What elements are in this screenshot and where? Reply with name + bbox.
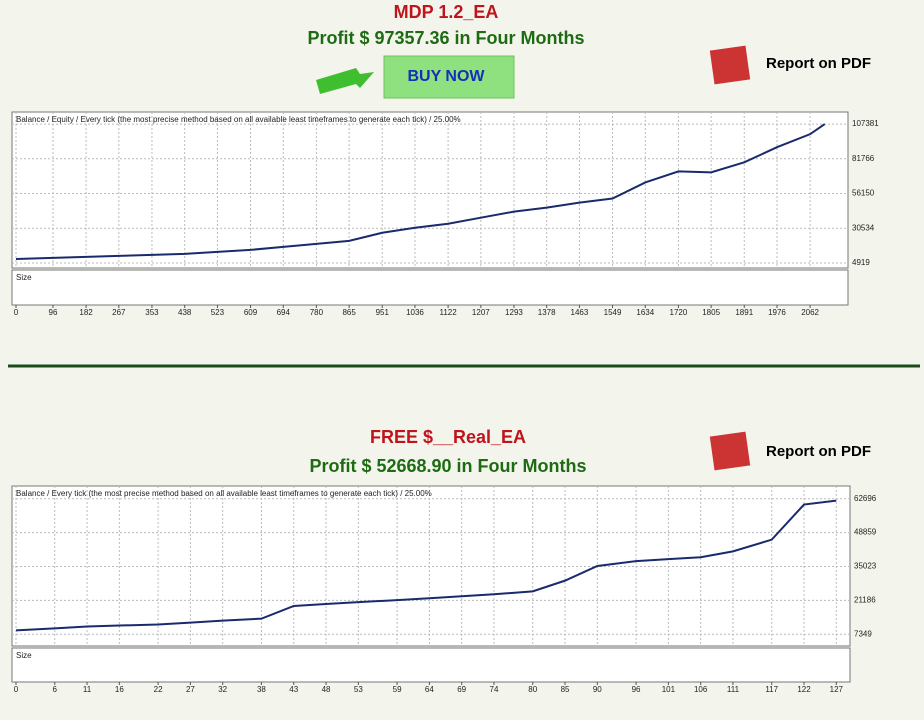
x-tick-label: 523 xyxy=(211,308,225,317)
top-profit: Profit $ 97357.36 in Four Months xyxy=(307,28,584,48)
x-tick-label: 0 xyxy=(14,308,19,317)
x-tick-label: 438 xyxy=(178,308,192,317)
x-tick-label: 27 xyxy=(186,685,195,694)
x-tick-label: 85 xyxy=(561,685,570,694)
y-tick-label: 48859 xyxy=(854,528,877,537)
x-tick-label: 1805 xyxy=(702,308,720,317)
x-tick-label: 53 xyxy=(354,685,363,694)
x-tick-label: 865 xyxy=(342,308,356,317)
y-tick-label: 35023 xyxy=(854,562,877,571)
x-tick-label: 11 xyxy=(83,685,92,694)
size-label: Size xyxy=(16,273,32,282)
pdf-icon[interactable] xyxy=(709,45,751,85)
x-tick-label: 0 xyxy=(14,685,19,694)
x-tick-label: 69 xyxy=(457,685,466,694)
x-tick-label: 1634 xyxy=(636,308,654,317)
x-tick-label: 267 xyxy=(112,308,126,317)
profit-arrow xyxy=(316,68,374,94)
y-tick-label: 21186 xyxy=(854,595,876,604)
balance-line xyxy=(15,123,826,260)
pdf-link[interactable]: Report on PDF xyxy=(766,443,871,460)
x-tick-label: 694 xyxy=(277,308,291,317)
x-tick-label: 6 xyxy=(53,685,58,694)
x-tick-label: 1293 xyxy=(505,308,523,317)
x-tick-label: 22 xyxy=(154,685,163,694)
size-panel xyxy=(11,647,851,683)
buy-button-bg[interactable] xyxy=(383,55,515,99)
x-tick-label: 59 xyxy=(393,685,402,694)
x-tick-label: 32 xyxy=(218,685,227,694)
x-tick-label: 96 xyxy=(49,308,58,317)
bottom-profit: Profit $ 52668.90 in Four Months xyxy=(309,456,586,476)
x-tick-label: 2062 xyxy=(801,308,819,317)
y-tick-label: 30534 xyxy=(852,223,875,232)
x-tick-label: 182 xyxy=(79,308,93,317)
x-tick-label: 127 xyxy=(830,685,844,694)
x-tick-label: 353 xyxy=(145,308,159,317)
x-tick-label: 1549 xyxy=(604,308,622,317)
x-tick-label: 1891 xyxy=(735,308,753,317)
x-tick-label: 1207 xyxy=(472,308,490,317)
y-tick-label: 7349 xyxy=(854,629,872,638)
x-tick-label: 951 xyxy=(376,308,390,317)
chart-subtitle: Balance / Equity / Every tick (the most … xyxy=(16,115,461,124)
balance-line xyxy=(15,499,837,632)
x-tick-label: 1122 xyxy=(439,308,457,317)
buy-button-label[interactable]: BUY NOW xyxy=(407,68,485,85)
x-tick-label: 101 xyxy=(662,685,676,694)
bottom-title: FREE $__Real_EA xyxy=(370,427,526,447)
buy-button[interactable]: BUY NOW xyxy=(383,55,515,99)
top-title: MDP 1.2_EA xyxy=(394,2,499,22)
x-tick-label: 43 xyxy=(289,685,298,694)
x-tick-label: 609 xyxy=(244,308,258,317)
chart-subtitle: Balance / Every tick (the most precise m… xyxy=(16,489,432,498)
x-tick-label: 80 xyxy=(528,685,537,694)
pdf-link[interactable]: Report on PDF xyxy=(766,55,871,72)
x-tick-label: 1463 xyxy=(571,308,589,317)
y-tick-label: 56150 xyxy=(852,189,875,198)
plot-area xyxy=(11,111,849,269)
x-tick-label: 106 xyxy=(694,685,708,694)
plot-area xyxy=(11,485,851,647)
x-tick-label: 74 xyxy=(490,685,499,694)
x-tick-label: 38 xyxy=(257,685,266,694)
x-tick-label: 1378 xyxy=(538,308,556,317)
y-tick-label: 107381 xyxy=(852,119,879,128)
size-panel xyxy=(11,269,849,306)
pdf-icon[interactable] xyxy=(709,431,751,471)
x-tick-label: 1036 xyxy=(406,308,424,317)
x-tick-label: 1720 xyxy=(670,308,688,317)
x-tick-label: 117 xyxy=(765,685,778,694)
y-tick-label: 4919 xyxy=(852,258,870,267)
x-tick-label: 96 xyxy=(632,685,641,694)
x-tick-label: 1976 xyxy=(768,308,786,317)
x-tick-label: 48 xyxy=(322,685,331,694)
x-tick-label: 780 xyxy=(310,308,324,317)
x-tick-label: 122 xyxy=(797,685,811,694)
x-tick-label: 16 xyxy=(115,685,124,694)
y-tick-label: 62696 xyxy=(854,494,877,503)
x-tick-label: 64 xyxy=(425,685,434,694)
y-tick-label: 81766 xyxy=(852,154,875,163)
x-tick-label: 90 xyxy=(593,685,602,694)
x-tick-label: 111 xyxy=(727,685,740,694)
size-label: Size xyxy=(16,651,32,660)
